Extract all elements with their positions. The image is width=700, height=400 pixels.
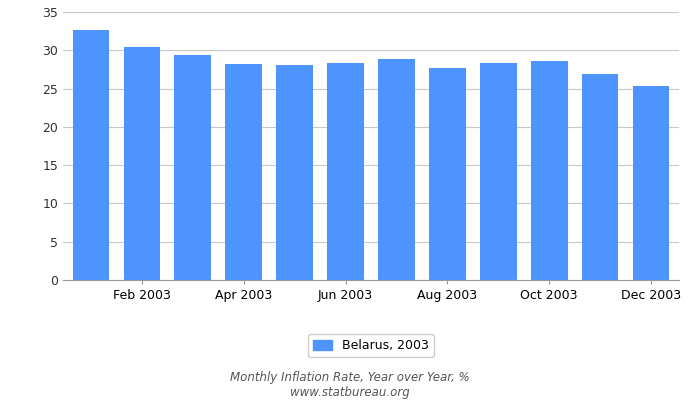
Bar [276,65,313,280]
Bar [225,64,262,280]
Bar [174,55,211,280]
Bar [124,47,160,280]
Bar [327,62,364,280]
Bar [582,74,618,280]
Bar [531,61,568,280]
Text: www.statbureau.org: www.statbureau.org [290,386,410,399]
Bar [633,86,669,280]
Bar [73,30,109,280]
Bar [378,59,415,280]
Bar [480,63,517,280]
Text: Monthly Inflation Rate, Year over Year, %: Monthly Inflation Rate, Year over Year, … [230,372,470,384]
Legend: Belarus, 2003: Belarus, 2003 [308,334,434,358]
Bar [429,68,466,280]
